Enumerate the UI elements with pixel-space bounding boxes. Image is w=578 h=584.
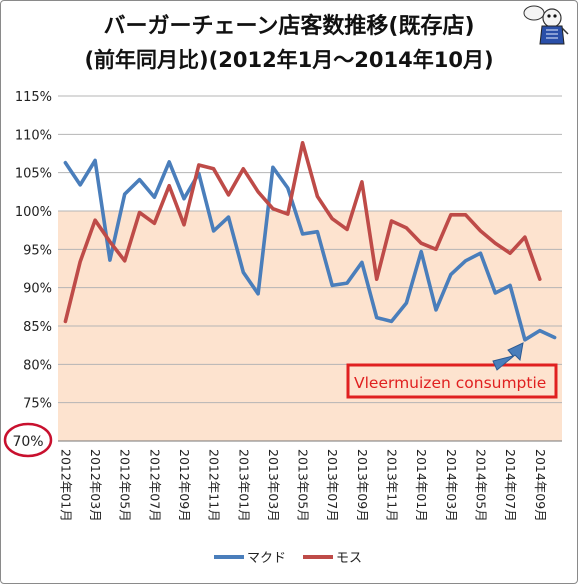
circled-tick-label: 70% — [12, 434, 43, 450]
x-tick-label: 2014年05月 — [473, 449, 488, 522]
x-tick-label: 2012年07月 — [147, 449, 162, 522]
x-tick-label: 2013年01月 — [236, 449, 251, 522]
x-tick-label: 2014年07月 — [503, 449, 518, 522]
y-tick-label: 100% — [15, 205, 52, 220]
mascot-icon — [523, 5, 569, 45]
x-tick-label: 2012年03月 — [88, 449, 103, 522]
x-tick-label: 2013年09月 — [355, 449, 370, 522]
y-tick-label: 110% — [15, 128, 52, 143]
y-tick-label: 95% — [23, 243, 52, 258]
x-tick-label: 2014年01月 — [414, 449, 429, 522]
x-tick-labels: 2012年01月 2012年03月 2012年05月 2012年07月 2012年09月… — [58, 449, 547, 522]
y-tick-label: 90% — [23, 282, 52, 297]
x-tick-label: 2012年11月 — [207, 449, 222, 522]
chart-title: バーガーチェーン店客数推移(既存店) — [103, 14, 475, 39]
x-tick-label: 2014年03月 — [444, 449, 459, 522]
series-line-2 — [63, 141, 542, 324]
legend-label: モス — [336, 551, 362, 566]
chart-subtitle: (前年同月比)(2012年1月～2014年10月) — [84, 48, 494, 72]
y-tick-label: 85% — [23, 320, 52, 335]
annotations: 70% Vleermuizen consumptie — [3, 342, 558, 458]
y-tick-label: 80% — [23, 358, 52, 373]
x-tick-label: 2014年09月 — [533, 449, 548, 522]
y-tick-label: 75% — [23, 397, 52, 412]
series-lines — [63, 141, 557, 342]
callout-box — [346, 363, 558, 399]
circle-highlight — [3, 422, 53, 458]
series-line-1 — [63, 158, 557, 342]
x-tick-label: 2013年03月 — [266, 449, 281, 522]
x-tick-label: 2013年07月 — [325, 449, 340, 522]
x-tick-label: 2012年05月 — [118, 449, 133, 522]
y-tick-label: 105% — [15, 167, 52, 182]
y-tick-label: 115% — [15, 90, 52, 105]
arrow-icon — [492, 342, 524, 371]
x-tick-label: 2012年09月 — [177, 449, 192, 522]
x-tick-label: 2013年05月 — [296, 449, 311, 522]
callout-text: Vleermuizen consumptie — [354, 374, 546, 392]
legend-label: マクド — [247, 551, 286, 566]
x-tick-label: 2013年11月 — [385, 449, 400, 522]
x-tick-label: 2012年01月 — [58, 449, 73, 522]
y-tick-labels: 75% 80% 85% 90% 95% 100% 105% 110% 115% — [15, 90, 52, 412]
legend: マクド モス — [214, 551, 362, 566]
